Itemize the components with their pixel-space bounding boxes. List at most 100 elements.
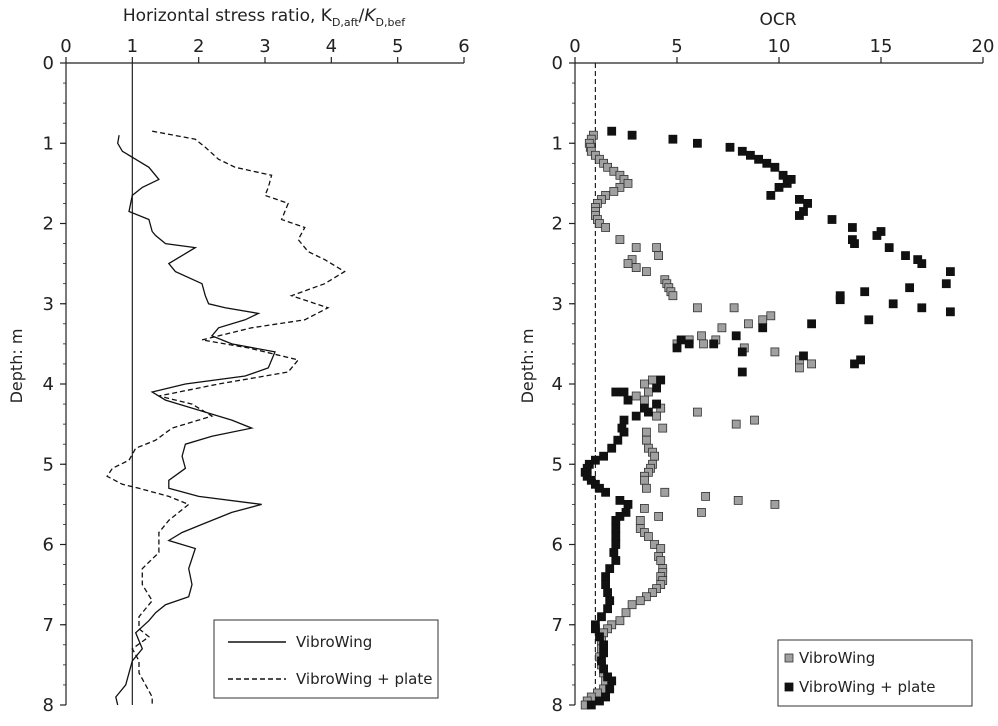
y-tick-label: 5 [552,454,563,475]
y-tick-label: 6 [43,535,54,556]
data-point-vibrowing-plate [770,162,780,172]
data-point-vibrowing-plate [941,279,951,289]
data-point-vibrowing [642,267,651,277]
data-point-vibrowing-plate [835,295,845,305]
data-point-vibrowing-plate [591,624,600,634]
x-tick-label: 1 [127,36,138,57]
data-point-vibrowing [766,311,776,321]
data-point-vibrowing-plate [917,259,927,269]
series-group [106,130,346,706]
data-point-vibrowing [750,415,759,425]
y-tick-label: 4 [552,374,563,395]
legend-label: VibroWing [799,649,875,667]
data-point-vibrowing-plate [595,632,604,642]
data-point-vibrowing-plate [603,588,612,597]
data-point-vibrowing [731,419,741,429]
data-point-vibrowing [697,507,706,517]
data-point-vibrowing-plate [605,596,615,606]
data-point-vibrowing-plate [795,211,804,220]
data-point-vibrowing-plate [599,640,608,650]
legend-label: VibroWing + plate [799,678,935,696]
data-point-vibrowing-plate [619,387,629,397]
legend: VibroWing VibroWing + plate [213,619,439,699]
data-point-vibrowing-plate [623,499,633,509]
chart-title: Horizontal stress ratio, KD,aft/KD,bef [123,6,406,29]
data-point-vibrowing-plate [603,604,612,614]
x-tick-label: 6 [458,36,469,57]
data-point-vibrowing-plate [607,443,617,453]
data-point-vibrowing-plate [731,331,741,341]
data-point-vibrowing [615,616,625,626]
data-point-vibrowing [770,499,780,509]
data-point-vibrowing-plate [631,411,641,421]
x-tick-label: 2 [193,36,204,57]
data-point-vibrowing-plate [827,215,837,224]
data-point-vibrowing [744,319,753,329]
data-point-vibrowing-plate [848,223,857,232]
data-point-vibrowing-plate [607,126,617,136]
data-point-vibrowing-plate [766,190,776,200]
data-point-vibrowing-plate [597,656,606,666]
data-point-vibrowing [609,186,619,196]
data-point-vibrowing-plate [946,307,955,317]
data-point-vibrowing [635,516,645,525]
data-point-vibrowing-plate [609,548,619,557]
data-point-vibrowing-plate [611,532,621,541]
y-tick-label: 3 [552,294,563,315]
data-point-vibrowing [648,375,657,385]
data-point-vibrowing-plate [668,134,678,144]
data-point-vibrowing [729,303,739,313]
data-point-vibrowing [795,363,804,373]
x-tick-label: 20 [972,36,995,57]
data-point-vibrowing-plate [737,367,747,377]
data-point-vibrowing [699,339,708,349]
data-point-vibrowing-plate [652,399,661,409]
y-tick-label: 0 [43,53,54,74]
data-point-vibrowing [642,435,651,445]
y-axis-label: Depth: m [7,329,26,404]
data-point-vibrowing-plate [762,158,772,168]
data-point-vibrowing-plate [860,287,870,297]
y-tick-label: 7 [552,615,563,636]
data-point-vibrowing [627,600,637,610]
data-point-vibrowing-plate [644,407,653,417]
data-point-vibrowing-plate [672,343,682,353]
data-point-vibrowing-plate [803,198,812,208]
y-tick-label: 8 [43,695,54,716]
data-point-vibrowing-plate [599,664,608,674]
x-tick-label: 0 [569,36,580,57]
data-point-vibrowing [601,223,610,232]
data-point-vibrowing [733,495,743,505]
data-point-vibrowing [658,423,668,433]
x-tick-label: 4 [326,36,337,57]
stress-ratio-chart: Horizontal stress ratio, KD,aft/KD,bef 0… [7,6,470,716]
data-point-vibrowing [623,178,633,188]
data-point-vibrowing-plate [737,347,747,357]
data-point-vibrowing [656,544,666,553]
data-point-vibrowing-plate [605,564,615,573]
x-tick-label: 5 [392,36,403,57]
data-point-vibrowing-plate [611,387,621,397]
data-point-vibrowing-plate [611,556,621,565]
x-tick-label: 3 [259,36,270,57]
series-line-vibrowing [115,135,276,706]
data-point-vibrowing-plate [774,182,784,192]
data-point-vibrowing [654,512,663,521]
data-point-vibrowing-plate [693,138,702,148]
data-point-vibrowing-plate [611,540,621,549]
x-tick-label: 0 [60,36,71,57]
legend-box [213,619,439,699]
data-point-vibrowing-plate [601,580,610,589]
data-point-vibrowing-plate [595,696,604,706]
series-line-vibrowing-plate [106,130,346,705]
data-point-vibrowing-plate [905,283,914,293]
chart-axes: 0 5 10 15 20 0 1 2 3 4 5 6 7 8 [552,36,995,716]
data-point-vibrowing-plate [709,339,719,349]
data-point-vibrowing [635,596,645,606]
data-point-vibrowing-plate [850,239,859,249]
data-point-vibrowing [615,235,625,245]
data-point-vibrowing-plate [619,427,629,437]
data-point-vibrowing [644,532,653,541]
y-tick-label: 3 [43,294,54,315]
